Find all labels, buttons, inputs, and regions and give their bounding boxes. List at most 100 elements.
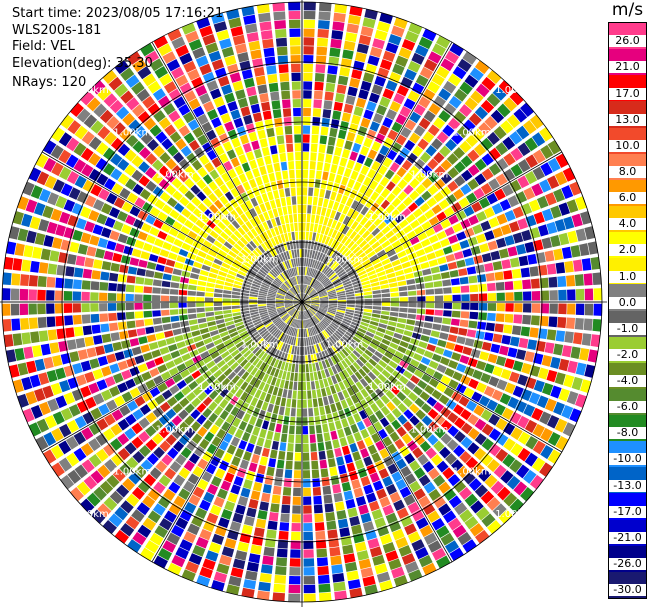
velocity-gate xyxy=(379,319,389,325)
velocity-gate xyxy=(275,303,284,305)
velocity-gate xyxy=(326,145,335,155)
velocity-gate xyxy=(145,234,156,244)
velocity-gate xyxy=(303,107,311,117)
velocity-gate xyxy=(459,509,473,523)
velocity-gate xyxy=(398,219,409,229)
velocity-gate xyxy=(415,347,426,356)
azimuth-line xyxy=(301,151,563,303)
velocity-gate xyxy=(267,306,276,310)
velocity-gate xyxy=(359,273,368,280)
velocity-gate xyxy=(289,558,301,567)
velocity-gate xyxy=(335,501,345,511)
velocity-gate xyxy=(227,63,239,75)
velocity-gate xyxy=(52,354,63,367)
velocity-gate xyxy=(29,216,41,230)
velocity-gate xyxy=(30,260,40,273)
velocity-gate xyxy=(326,449,335,459)
velocity-gate xyxy=(385,365,395,374)
velocity-gate xyxy=(453,445,466,458)
velocity-gate xyxy=(80,206,92,219)
velocity-gate xyxy=(252,186,261,197)
velocity-gate xyxy=(574,317,584,330)
velocity-gate xyxy=(249,355,257,364)
velocity-gate xyxy=(259,391,267,401)
velocity-gate xyxy=(310,443,317,452)
velocity-gate xyxy=(282,486,292,496)
velocity-gate xyxy=(203,491,215,503)
velocity-gate xyxy=(325,314,334,320)
velocity-gate xyxy=(332,333,340,342)
velocity-gate xyxy=(590,256,601,270)
velocity-gate xyxy=(310,294,319,299)
velocity-gate xyxy=(541,354,552,367)
velocity-gate xyxy=(337,299,347,302)
velocity-gate xyxy=(219,206,229,216)
velocity-gate xyxy=(90,120,104,134)
velocity-gate xyxy=(179,52,193,65)
velocity-gate xyxy=(558,232,570,246)
velocity-gate xyxy=(335,313,344,318)
velocity-gate xyxy=(74,125,88,140)
velocity-gate xyxy=(304,346,308,355)
velocity-gate xyxy=(360,195,369,205)
velocity-gate xyxy=(267,272,276,280)
velocity-gate xyxy=(354,307,364,312)
velocity-gate xyxy=(250,397,259,407)
velocity-gate xyxy=(398,286,408,292)
velocity-gate xyxy=(483,385,495,398)
velocity-gate xyxy=(273,339,280,348)
velocity-gate xyxy=(142,495,156,509)
velocity-gate xyxy=(263,241,271,250)
velocity-gate xyxy=(117,433,130,446)
velocity-gate xyxy=(298,311,301,320)
velocity-gate xyxy=(174,334,184,343)
velocity-gate xyxy=(336,311,345,316)
velocity-gate xyxy=(325,284,334,290)
velocity-gate xyxy=(287,205,293,215)
velocity-gate xyxy=(284,303,293,305)
velocity-gate xyxy=(341,481,352,492)
velocity-gate xyxy=(308,178,315,188)
velocity-gate xyxy=(372,554,385,566)
velocity-gate xyxy=(527,253,538,265)
velocity-gate xyxy=(293,299,302,302)
velocity-gate xyxy=(178,488,191,500)
velocity-gate xyxy=(205,287,215,293)
velocity-gate xyxy=(33,202,46,216)
velocity-gate xyxy=(324,316,332,323)
velocity-gate xyxy=(307,240,312,250)
velocity-gate xyxy=(147,399,159,411)
velocity-gate xyxy=(101,389,113,401)
velocity-gate xyxy=(522,469,537,484)
velocity-gate xyxy=(416,308,426,315)
velocity-gate xyxy=(517,447,531,462)
velocity-gate xyxy=(471,462,485,476)
velocity-gate xyxy=(240,391,249,401)
velocity-gate xyxy=(404,523,417,536)
velocity-gate xyxy=(54,303,64,314)
velocity-gate xyxy=(213,405,224,416)
velocity-gate xyxy=(555,262,566,274)
velocity-gate xyxy=(533,239,544,251)
velocity-gate xyxy=(256,324,265,331)
velocity-gate xyxy=(378,428,388,440)
velocity-gate xyxy=(352,233,361,243)
range-ring-label: 1.00km xyxy=(156,170,194,181)
velocity-gate xyxy=(328,306,337,310)
velocity-gate xyxy=(376,249,386,258)
velocity-gate xyxy=(275,216,281,226)
velocity-gate xyxy=(480,220,492,232)
velocity-gate xyxy=(106,115,120,130)
velocity-gate xyxy=(302,293,306,302)
velocity-gate xyxy=(330,356,337,365)
velocity-gate xyxy=(320,321,327,329)
velocity-gate xyxy=(72,314,82,325)
velocity-gate xyxy=(375,195,385,206)
velocity-gate xyxy=(293,258,297,267)
velocity-gate xyxy=(562,167,576,182)
velocity-gate xyxy=(303,90,312,99)
velocity-gate xyxy=(381,369,391,379)
velocity-gate xyxy=(285,304,294,309)
velocity-gate xyxy=(249,291,259,295)
velocity-gate xyxy=(322,198,329,208)
